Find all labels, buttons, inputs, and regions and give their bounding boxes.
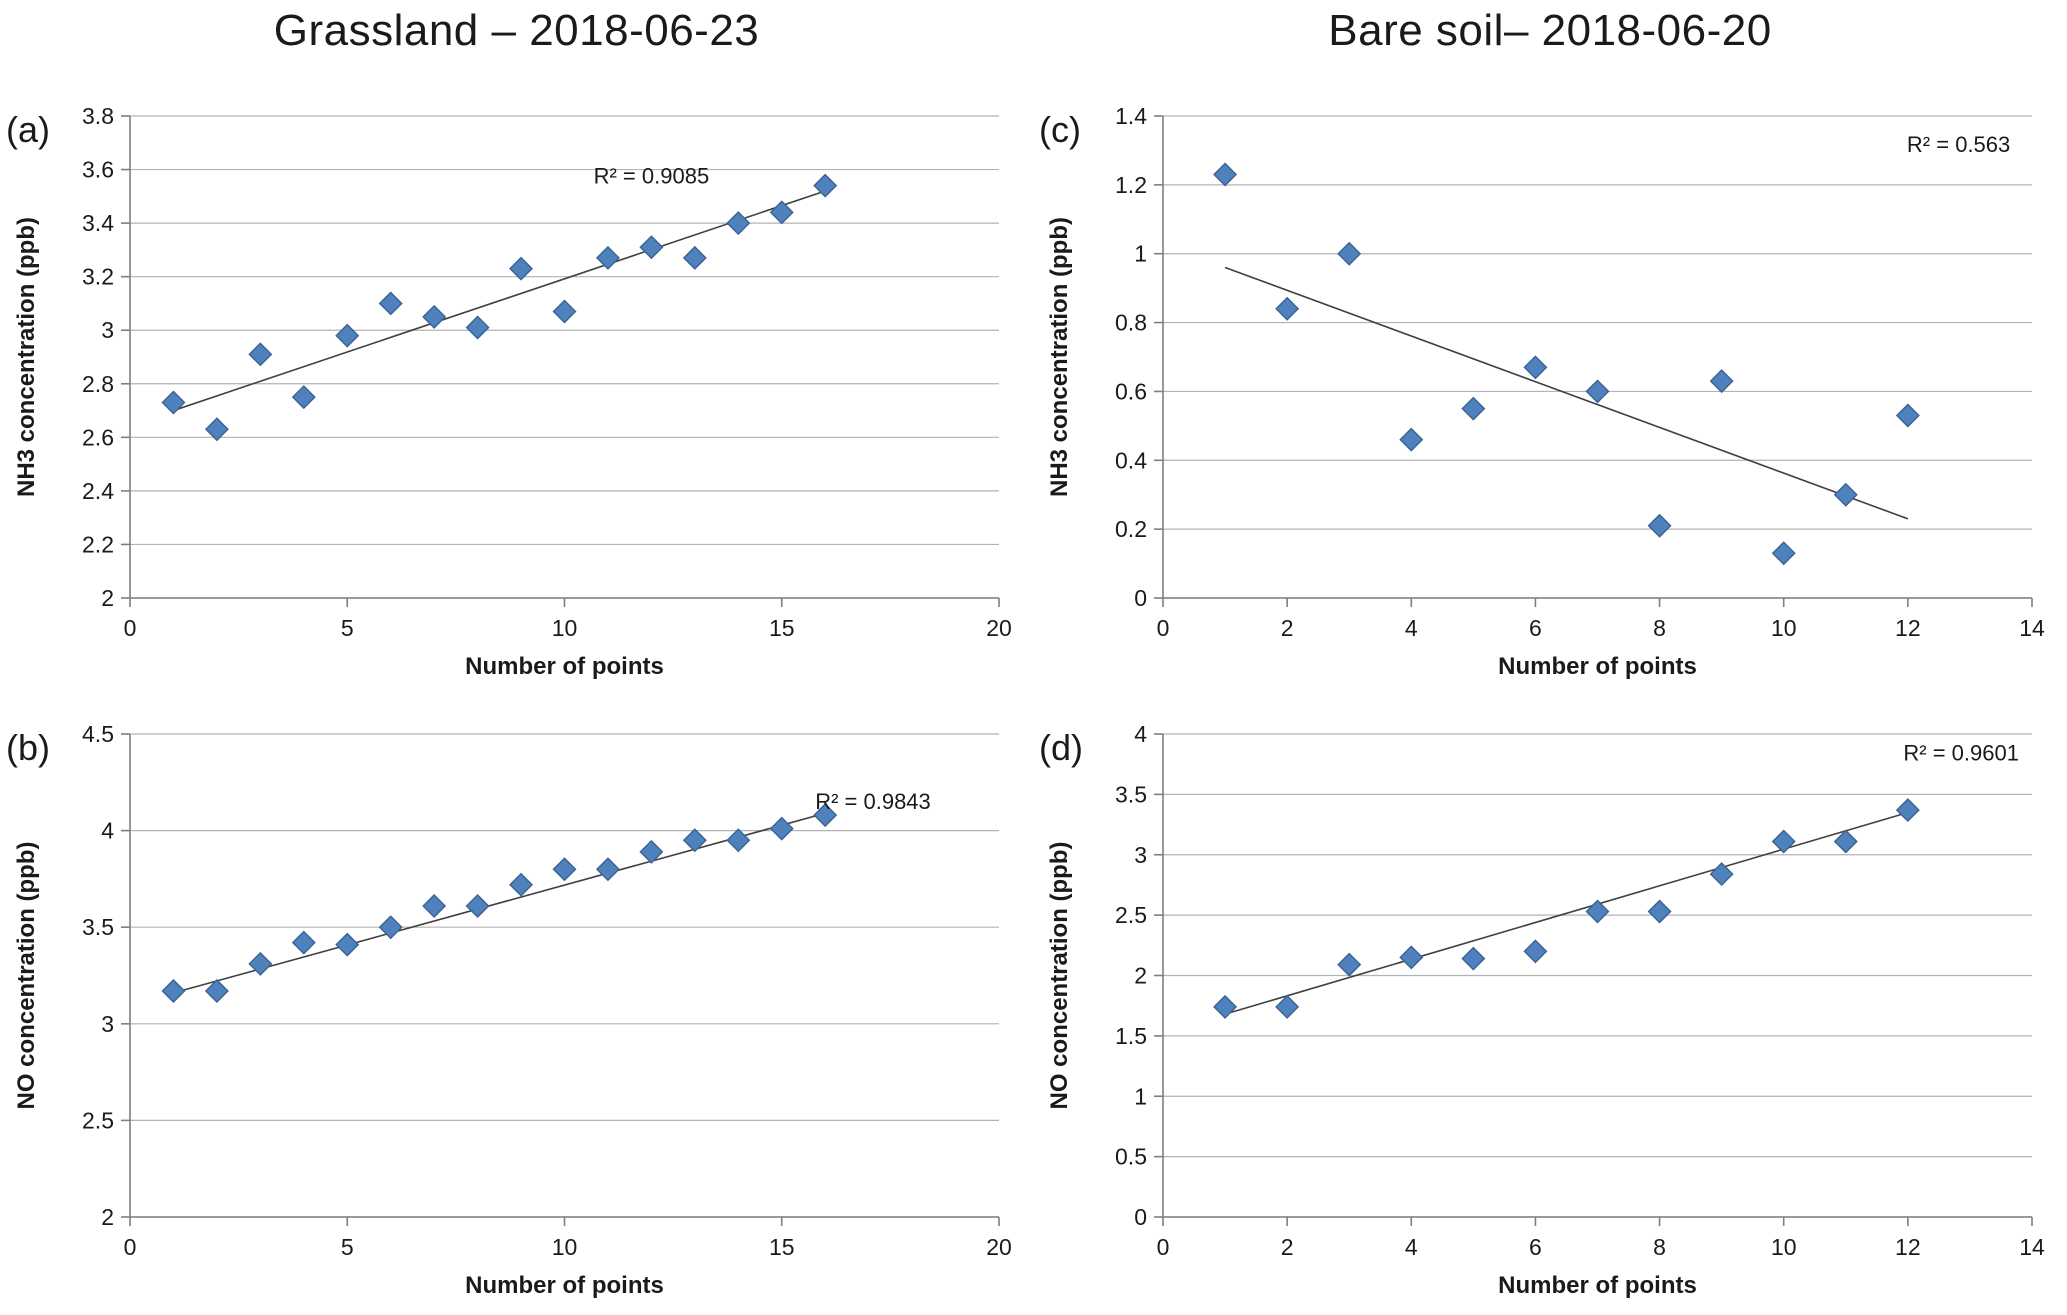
svg-text:6: 6 — [1529, 615, 1542, 641]
svg-text:10: 10 — [552, 615, 578, 641]
svg-text:2.5: 2.5 — [1115, 902, 1147, 928]
svg-text:0: 0 — [124, 615, 137, 641]
svg-text:2: 2 — [101, 585, 114, 611]
svg-text:2.8: 2.8 — [82, 371, 114, 397]
svg-text:Number of points: Number of points — [465, 653, 664, 680]
svg-text:0: 0 — [1134, 585, 1147, 611]
svg-text:NO concentration (ppb): NO concentration (ppb) — [1046, 842, 1073, 1110]
svg-text:3.6: 3.6 — [82, 157, 114, 183]
svg-text:(c): (c) — [1039, 109, 1081, 150]
svg-text:15: 15 — [769, 615, 795, 641]
chart-d-scatter: 0 0.5 1 1.5 2 2.5 3 3.5 4 0 2 4 6 8 10 12 14 Number of po… — [1039, 721, 2045, 1299]
svg-text:14: 14 — [2019, 1234, 2045, 1260]
svg-text:3: 3 — [101, 317, 114, 343]
svg-text:3.4: 3.4 — [82, 210, 114, 236]
svg-text:20: 20 — [986, 615, 1012, 641]
svg-text:NH3 concentration (ppb): NH3 concentration (ppb) — [13, 217, 40, 497]
svg-text:8: 8 — [1653, 1234, 1666, 1260]
svg-text:0: 0 — [124, 1234, 137, 1260]
svg-text:Number of points: Number of points — [1498, 1272, 1697, 1299]
svg-text:R² = 0.9843: R² = 0.9843 — [815, 789, 931, 814]
svg-text:1.5: 1.5 — [1115, 1023, 1147, 1049]
chart-c-scatter: 0 0.2 0.4 0.6 0.8 1 1.2 1.4 0 2 4 6 8 10 12 14 Number of… — [1039, 103, 2045, 680]
chart-panel-c: 0 0.2 0.4 0.6 0.8 1 1.2 1.4 0 2 4 6 8 10 12 14 Number of… — [1033, 78, 2067, 696]
svg-text:4.5: 4.5 — [82, 721, 114, 747]
svg-text:R² = 0.9601: R² = 0.9601 — [1903, 741, 2019, 766]
svg-text:Number of points: Number of points — [465, 1272, 664, 1299]
svg-text:0.4: 0.4 — [1115, 447, 1147, 473]
svg-text:4: 4 — [1405, 1234, 1418, 1260]
svg-text:4: 4 — [101, 818, 114, 844]
svg-text:NH3 concentration (ppb): NH3 concentration (ppb) — [1046, 217, 1073, 497]
svg-text:1.2: 1.2 — [1115, 172, 1147, 198]
svg-text:2: 2 — [1281, 1234, 1294, 1260]
svg-text:1.4: 1.4 — [1115, 103, 1147, 129]
svg-text:6: 6 — [1529, 1234, 1542, 1260]
svg-text:Number of points: Number of points — [1498, 653, 1697, 680]
svg-text:5: 5 — [341, 1234, 354, 1260]
svg-text:3.2: 3.2 — [82, 264, 114, 290]
svg-text:0.5: 0.5 — [1115, 1144, 1147, 1170]
svg-text:3.5: 3.5 — [82, 914, 114, 940]
svg-text:3.5: 3.5 — [1115, 781, 1147, 807]
svg-text:0: 0 — [1157, 615, 1170, 641]
svg-text:2.2: 2.2 — [82, 531, 114, 557]
svg-text:2.5: 2.5 — [82, 1107, 114, 1133]
svg-text:R² = 0.563: R² = 0.563 — [1907, 132, 2010, 157]
svg-text:2.6: 2.6 — [82, 424, 114, 450]
right-column-title: Bare soil– 2018-06-20 — [1328, 6, 1772, 55]
svg-text:2: 2 — [1134, 963, 1147, 989]
svg-text:0.6: 0.6 — [1115, 378, 1147, 404]
svg-text:2: 2 — [1281, 615, 1294, 641]
svg-text:R² = 0.9085: R² = 0.9085 — [594, 163, 710, 188]
svg-text:4: 4 — [1134, 721, 1147, 747]
svg-text:3.8: 3.8 — [82, 103, 114, 129]
svg-text:2.4: 2.4 — [82, 478, 114, 504]
svg-text:4: 4 — [1405, 615, 1418, 641]
svg-text:(d): (d) — [1039, 727, 1083, 768]
chart-a-scatter: 2 2.2 2.4 2.6 2.8 3 3.2 3.4 3.6 3.8 0 5 10 15 20 Number… — [6, 103, 1012, 680]
svg-text:3: 3 — [1134, 842, 1147, 868]
svg-text:0.8: 0.8 — [1115, 310, 1147, 336]
chart-panel-b: 2 2.5 3 3.5 4 4.5 0 5 10 15 20 Number of points NO c… — [0, 696, 1033, 1315]
chart-panel-d: 0 0.5 1 1.5 2 2.5 3 3.5 4 0 2 4 6 8 10 12 14 Number of po… — [1033, 696, 2067, 1315]
svg-text:NO concentration (ppb): NO concentration (ppb) — [13, 842, 40, 1110]
svg-text:1: 1 — [1134, 1083, 1147, 1109]
svg-text:20: 20 — [986, 1234, 1012, 1260]
svg-text:0: 0 — [1134, 1204, 1147, 1230]
svg-text:(b): (b) — [6, 727, 50, 768]
svg-text:(a): (a) — [6, 109, 50, 150]
svg-text:5: 5 — [341, 615, 354, 641]
svg-text:1: 1 — [1134, 241, 1147, 267]
svg-text:2: 2 — [101, 1204, 114, 1230]
svg-text:15: 15 — [769, 1234, 795, 1260]
svg-text:10: 10 — [1771, 615, 1797, 641]
svg-text:0: 0 — [1157, 1234, 1170, 1260]
svg-text:10: 10 — [552, 1234, 578, 1260]
left-column-title: Grassland – 2018-06-23 — [273, 6, 760, 55]
svg-text:0.2: 0.2 — [1115, 516, 1147, 542]
chart-panel-a: 2 2.2 2.4 2.6 2.8 3 3.2 3.4 3.6 3.8 0 5 10 15 20 Number… — [0, 78, 1033, 696]
svg-text:12: 12 — [1895, 1234, 1921, 1260]
svg-text:14: 14 — [2019, 615, 2045, 641]
svg-text:8: 8 — [1653, 615, 1666, 641]
svg-text:3: 3 — [101, 1011, 114, 1037]
svg-text:10: 10 — [1771, 1234, 1797, 1260]
svg-text:12: 12 — [1895, 615, 1921, 641]
chart-b-scatter: 2 2.5 3 3.5 4 4.5 0 5 10 15 20 Number of points NO c… — [6, 721, 1012, 1299]
